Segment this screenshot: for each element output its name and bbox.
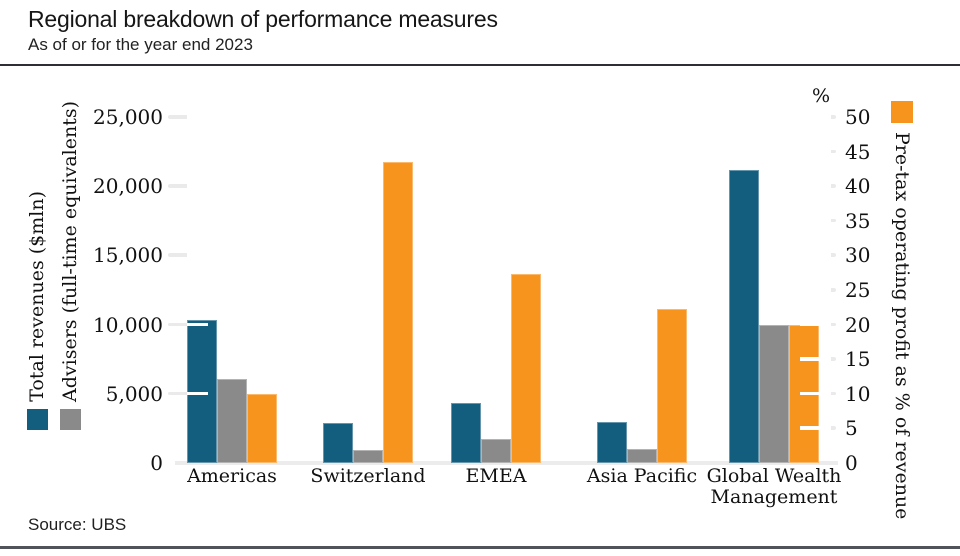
legend-item-total-revenues: Total revenues ($mln) xyxy=(26,98,48,430)
legend-item-pretax-profit: Pre-tax operating profit as % of revenue xyxy=(891,101,913,519)
right-axis-overbar-tick xyxy=(800,357,831,361)
left-axis-tick-mark xyxy=(168,322,205,327)
left-axis-overbar-tick xyxy=(187,391,208,396)
bar-advisers-switzerland xyxy=(353,449,383,463)
legend-label-total-revenues: Total revenues ($mln) xyxy=(26,191,48,402)
legend-label-advisers: Advisers (full-time equivalents) xyxy=(59,101,81,402)
left-axis-tick-mark xyxy=(168,115,205,119)
left-axis-tick-label-20-000: 20,000 xyxy=(93,174,163,199)
legend-item-advisers: Advisers (full-time equivalents) xyxy=(59,98,81,430)
bar-advisers-global-wealth-management xyxy=(759,324,789,463)
bar-advisers-asia-pacific xyxy=(627,449,657,463)
right-axis-overbar-tick xyxy=(800,391,831,396)
x-axis-category-label-emea: EMEA xyxy=(465,465,527,487)
bar-pre-tax-operating-profit-as-of-revenue-asia-pacific xyxy=(657,308,687,463)
left-axis-tick-label-0: 0 xyxy=(150,451,163,475)
left-axis-overbar-tick xyxy=(187,253,208,257)
chart-subtitle: As of or for the year end 2023 xyxy=(28,35,253,54)
bar-pre-tax-operating-profit-as-of-revenue-switzerland xyxy=(383,161,413,463)
right-axis-tick-label-25: 25 xyxy=(845,278,871,302)
top-divider-line xyxy=(0,64,960,66)
bar-total-revenues-switzerland xyxy=(323,422,353,463)
legend-swatch-advisers xyxy=(59,409,81,430)
right-axis-overbar-tick xyxy=(800,218,831,223)
right-axis-tick-label-15: 15 xyxy=(845,347,871,372)
right-axis-overbar-tick xyxy=(800,253,831,257)
left-axis-tick-mark xyxy=(168,391,205,396)
bar-advisers-americas xyxy=(217,378,247,463)
x-axis-category-label-switzerland: Switzerland xyxy=(310,465,426,487)
left-axis-tick-mark xyxy=(168,184,205,188)
right-axis-tick-label-10: 10 xyxy=(845,381,871,406)
left-axis-overbar-tick xyxy=(187,322,208,327)
left-axis-tick-label-5-000: 5,000 xyxy=(105,381,163,406)
left-axis-overbar-tick xyxy=(187,184,208,188)
bar-total-revenues-americas xyxy=(187,319,217,463)
left-axis-tick-label-25-000: 25,000 xyxy=(93,105,163,129)
right-axis-tick-label-5: 5 xyxy=(845,416,858,441)
right-axis-tick-label-20: 20 xyxy=(845,312,871,337)
right-axis-tick-label-50: 50 xyxy=(845,105,871,129)
left-axis-tick-mark xyxy=(168,253,205,257)
bar-pre-tax-operating-profit-as-of-revenue-emea xyxy=(511,274,541,463)
x-axis-category-label-asia-pacific: Asia Pacific xyxy=(586,465,698,487)
legend-swatch-revenues xyxy=(26,409,48,430)
x-axis-category-label-americas: Americas xyxy=(187,465,277,487)
left-axis-overbar-tick xyxy=(187,115,208,119)
bar-total-revenues-asia-pacific xyxy=(597,422,627,463)
right-axis-overbar-tick xyxy=(800,149,831,154)
x-axis-category-label-global-wealth-management: Global Wealth Management xyxy=(706,465,842,508)
legend-swatch-pretax-profit xyxy=(891,101,913,123)
right-axis-overbar-tick xyxy=(800,288,831,292)
right-axis-tick-label-45: 45 xyxy=(845,139,871,164)
right-axis-overbar-tick xyxy=(800,115,831,119)
right-axis-overbar-tick xyxy=(800,322,831,327)
bar-advisers-emea xyxy=(481,439,511,463)
bar-total-revenues-emea xyxy=(451,402,481,463)
left-axis-tick-label-10-000: 10,000 xyxy=(93,312,163,337)
right-axis-tick-label-35: 35 xyxy=(845,208,871,233)
right-axis-tick-label-0: 0 xyxy=(845,451,858,475)
right-axis-tick-label-30: 30 xyxy=(845,243,871,268)
right-axis-unit-label: % xyxy=(812,85,831,107)
left-axis-tick-label-15-000: 15,000 xyxy=(93,243,163,268)
right-axis-overbar-tick xyxy=(800,426,831,430)
bar-total-revenues-global-wealth-management xyxy=(729,169,759,463)
legend-label-pretax-profit: Pre-tax operating profit as % of revenue xyxy=(891,132,913,520)
right-axis-tick-label-40: 40 xyxy=(845,174,871,199)
bottom-divider-line xyxy=(0,546,960,549)
source-caption: Source: UBS xyxy=(28,515,127,534)
chart-title: Regional breakdown of performance measur… xyxy=(28,6,498,32)
right-axis-overbar-tick xyxy=(800,184,831,188)
bar-pre-tax-operating-profit-as-of-revenue-americas xyxy=(247,393,277,463)
